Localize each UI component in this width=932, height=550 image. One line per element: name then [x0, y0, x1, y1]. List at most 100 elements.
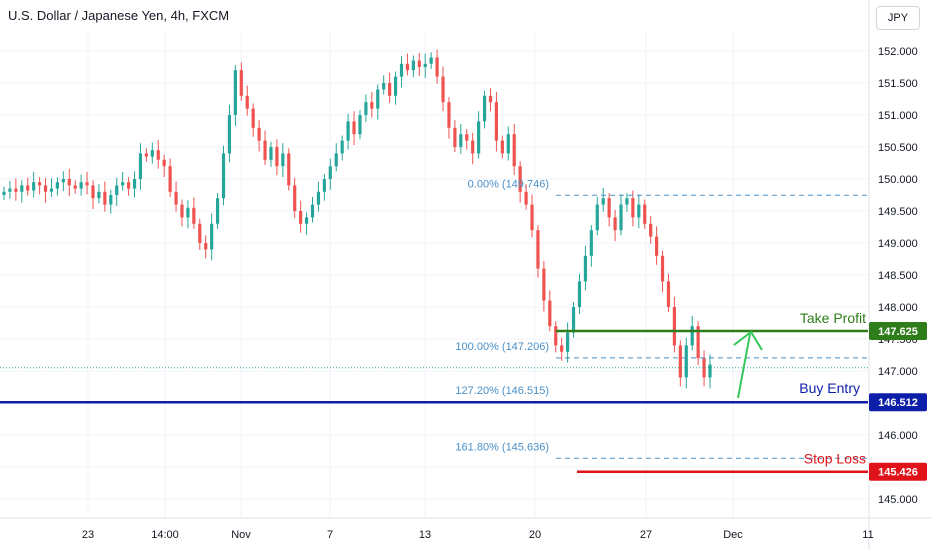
candle-body [37, 182, 42, 186]
candle-body [138, 153, 143, 179]
candle-body [316, 191, 321, 205]
candle-body [453, 127, 457, 147]
y-tick-label: 151.000 [878, 110, 918, 122]
candle-body [506, 134, 510, 154]
candle-body [233, 70, 237, 115]
candle-body [441, 76, 445, 103]
candle-body [132, 179, 137, 189]
up-arrow-shaft [737, 333, 751, 399]
candle-body [97, 191, 101, 199]
fib-label-127: 127.20% (146.515) [455, 385, 549, 397]
candle-body [156, 150, 160, 160]
candle-body [696, 326, 700, 359]
candle-body [471, 140, 475, 154]
candle-body [2, 191, 6, 195]
candle-body [577, 281, 582, 307]
candle-body [388, 83, 392, 96]
y-tick-label: 145.000 [878, 494, 918, 506]
candle-body [322, 179, 326, 192]
candle-body [708, 364, 712, 378]
x-tick-label: Dec [723, 529, 743, 541]
x-tick-label: 27 [640, 529, 652, 541]
candle-body [393, 76, 398, 96]
up-arrow-head [733, 330, 763, 351]
buy-entry-label: Buy Entry [799, 380, 860, 396]
candle-body [643, 204, 647, 224]
fib-label-0: 0.00% (149.746) [468, 178, 549, 190]
candle-body [364, 102, 368, 115]
candle-body [589, 230, 593, 256]
candle-body [666, 281, 671, 307]
candle-body [607, 198, 611, 218]
candle-body [530, 204, 534, 231]
candle-body [49, 188, 54, 192]
candle-body [429, 57, 433, 64]
candle-body [560, 345, 564, 352]
candle-body [126, 182, 131, 189]
y-tick-label: 150.500 [878, 142, 918, 154]
stop-loss-label: Stop Loss [804, 451, 866, 467]
candle-body [601, 198, 605, 205]
candle-body [595, 204, 599, 231]
candle-body [482, 95, 487, 122]
y-tick-label: 147.000 [878, 366, 918, 378]
candle-body [263, 140, 267, 160]
x-tick-label: 7 [327, 529, 333, 541]
candle-body [524, 191, 528, 205]
candle-body [423, 63, 427, 67]
candle-body [512, 134, 516, 167]
fib-label-161: 161.80% (145.636) [455, 441, 549, 453]
candle-body [61, 179, 65, 183]
x-tick-label: 13 [419, 529, 431, 541]
y-tick-label: 148.500 [878, 270, 918, 282]
candle-body [405, 63, 410, 71]
candle-body [304, 217, 309, 224]
candle-body [518, 166, 522, 192]
candle-body [690, 326, 694, 346]
candle-body [281, 153, 285, 167]
candle-body [447, 102, 451, 128]
candle-body [702, 358, 706, 378]
currency-button[interactable]: JPY [876, 6, 920, 30]
candle-body [115, 185, 119, 195]
candle-body [26, 185, 30, 191]
fib-label-100: 100.00% (147.206) [455, 341, 549, 353]
candle-body [637, 204, 641, 218]
candle-body [162, 159, 166, 167]
candle-body [293, 185, 297, 211]
candle-body [215, 198, 220, 224]
candle-body [571, 307, 576, 333]
candle-body [435, 57, 439, 77]
candle-body [631, 198, 635, 218]
candle-body [251, 108, 255, 128]
candle-body [655, 236, 659, 256]
take-profit-price-tag [869, 322, 927, 340]
candle-body [198, 223, 202, 243]
price-levels [0, 194, 868, 473]
y-tick-label: 151.500 [878, 78, 918, 90]
x-tick-label: 20 [529, 529, 541, 541]
candle-body [376, 89, 380, 109]
y-tick-label: 146.000 [878, 430, 918, 442]
candle-body [613, 217, 617, 231]
candle-body [186, 207, 190, 218]
take-profit-label: Take Profit [800, 310, 866, 326]
time-axis[interactable]: 23 14:00 Nov 7 13 20 27 Dec 11 [82, 529, 874, 541]
candle-body [370, 102, 374, 109]
candle-body [548, 300, 552, 327]
stop-loss-price-tag [869, 462, 927, 481]
candle-body [79, 182, 83, 189]
candle-body [494, 102, 499, 141]
buy-entry-price-tag [869, 393, 927, 412]
price-axis[interactable]: 152.000 151.500 151.000 150.500 150.000 149.5… [869, 46, 927, 506]
x-tick-label: 14:00 [151, 529, 179, 541]
candle-body [174, 191, 178, 205]
candle-body [227, 115, 232, 154]
candle-body [346, 121, 350, 141]
candle-body [210, 223, 214, 250]
y-tick-label: 149.500 [878, 206, 918, 218]
candle-body [180, 204, 184, 218]
candle-body [536, 230, 540, 269]
